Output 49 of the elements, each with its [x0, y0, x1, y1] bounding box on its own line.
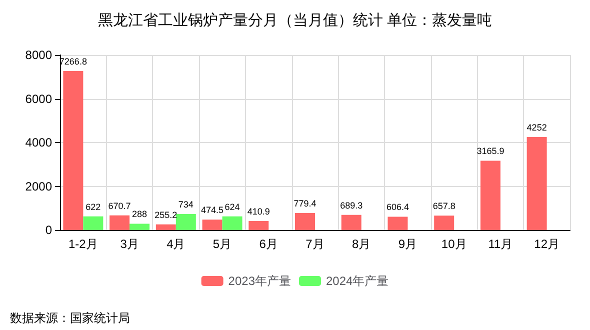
data-label: 255.2: [154, 210, 178, 220]
legend-label: 2024年产量: [326, 274, 389, 288]
bar: [202, 220, 222, 230]
bar: [83, 216, 104, 230]
data-label: 4252: [526, 122, 547, 132]
bar: [130, 224, 150, 230]
data-label: 689.3: [340, 200, 363, 210]
bar: [341, 214, 362, 230]
x-tick-label: 9月: [398, 237, 418, 251]
y-tick-label: 4000: [25, 136, 52, 150]
bar: [526, 136, 547, 230]
x-tick-label: 10月: [441, 237, 467, 251]
legend-label: 2023年产量: [228, 274, 292, 288]
x-tick-label: 4月: [166, 237, 186, 251]
data-label: 474.5: [201, 205, 224, 216]
x-tick-label: 5月: [212, 237, 232, 251]
bar: [248, 221, 269, 230]
data-label: 622: [86, 202, 101, 212]
y-tick-label: 2000: [25, 179, 52, 194]
data-label: 657.8: [432, 201, 456, 212]
source-note: 数据来源：国家统计局: [10, 311, 130, 325]
x-tick-label: 8月: [352, 237, 371, 251]
bar: [110, 215, 130, 230]
bar: [222, 216, 242, 230]
data-label: 779.4: [294, 198, 316, 208]
chart-title: 黑龙江省工业锅炉产量分月（当月值）统计 单位：蒸发量吨: [98, 12, 492, 29]
bar: [176, 214, 196, 230]
bar: [480, 160, 500, 230]
data-label: 606.4: [386, 202, 409, 212]
data-label: 410.9: [247, 206, 270, 217]
y-tick-label: 8000: [25, 48, 52, 62]
data-label: 734: [178, 199, 194, 210]
data-label: 288: [132, 209, 148, 220]
x-tick-label: 12月: [534, 237, 560, 251]
data-label: 670.7: [108, 200, 131, 211]
bar: [63, 71, 84, 230]
bar: [156, 224, 176, 230]
data-label: 3165.9: [476, 146, 504, 156]
y-tick-label: 0: [45, 223, 52, 237]
x-tick-label: 3月: [120, 237, 139, 251]
x-tick-label: 7月: [306, 237, 324, 251]
data-label: 624: [224, 202, 240, 212]
x-tick-label: 6月: [259, 237, 278, 251]
bar: [434, 216, 454, 230]
bar: [295, 212, 315, 230]
x-tick-label: 1-2月: [68, 237, 98, 251]
x-tick-label: 11月: [488, 237, 513, 251]
bar: [388, 216, 408, 230]
y-tick-label: 6000: [25, 92, 52, 106]
